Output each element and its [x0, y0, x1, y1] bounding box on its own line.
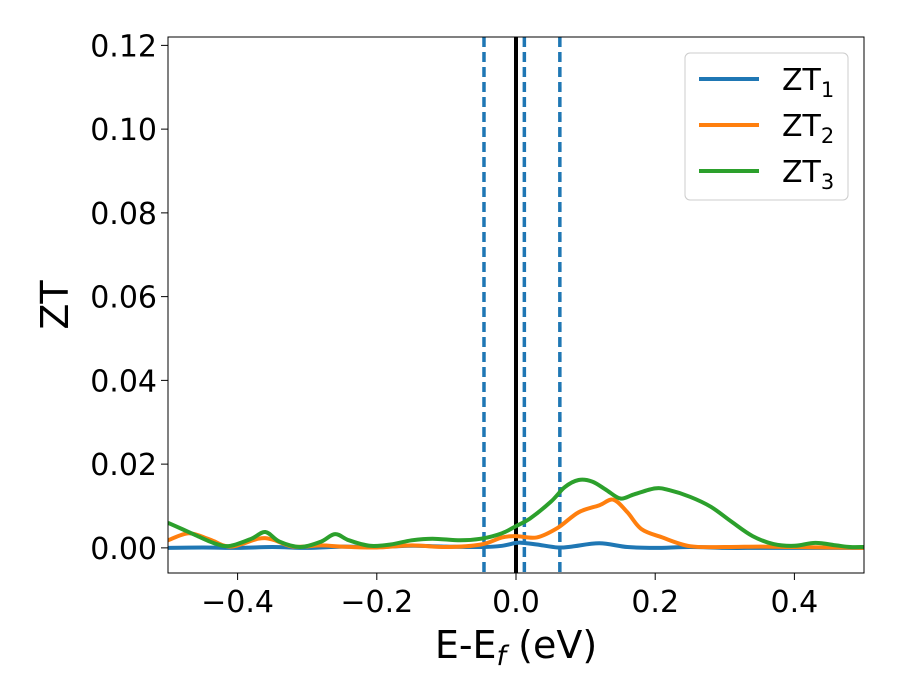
y-tick-label: 0.08: [90, 197, 157, 232]
y-tick-label: 0.04: [90, 364, 157, 399]
y-tick-label: 0.06: [90, 281, 157, 316]
series-line-zt3: [168, 477, 864, 550]
x-axis-ticks: −0.4 −0.2 0.0 0.2 0.4: [201, 573, 818, 620]
x-tick-label: −0.4: [201, 585, 274, 620]
y-tick-label: 0.10: [90, 113, 157, 148]
reference-lines: [482, 37, 562, 573]
x-axis-label: E-Ef (eV): [435, 623, 597, 672]
legend-label-zt2: ZT2: [782, 109, 834, 148]
legend-label-zt3: ZT3: [782, 155, 834, 194]
y-tick-label: 0.00: [90, 532, 157, 567]
x-tick-label: 0.0: [492, 585, 540, 620]
y-tick-label: 0.02: [90, 448, 157, 483]
y-tick-label: 0.12: [90, 29, 157, 64]
y-axis-label: ZT: [33, 280, 77, 330]
legend-label-zt1: ZT1: [782, 63, 834, 102]
series-lines: [168, 477, 864, 550]
series-line-zt2: [168, 497, 864, 550]
x-tick-label: 0.2: [631, 585, 679, 620]
y-axis-ticks: 0.00 0.02 0.04 0.06 0.08 0.10 0.12: [90, 29, 168, 567]
x-tick-label: 0.4: [771, 585, 819, 620]
x-tick-label: −0.2: [340, 585, 413, 620]
legend-box: [684, 52, 849, 201]
legend: ZT1 ZT2 ZT3: [684, 52, 849, 201]
